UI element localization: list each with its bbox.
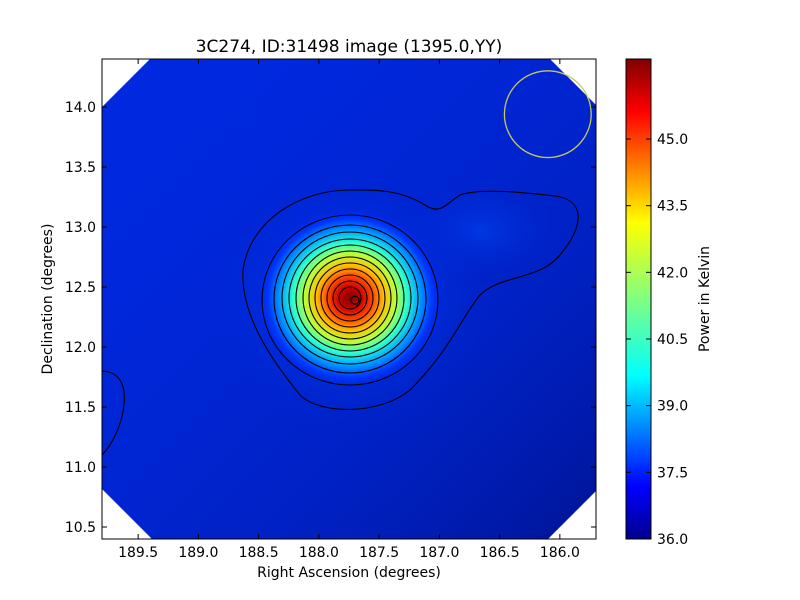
contour — [261, 214, 439, 386]
y-tick-label: 13.5 — [65, 160, 96, 176]
y-tick-label: 13.0 — [65, 220, 96, 236]
x-tick-label: 188.5 — [239, 545, 279, 561]
contour — [326, 274, 374, 322]
contour — [295, 244, 405, 352]
x-tick-label: 186.5 — [480, 545, 520, 561]
y-tick-label: 12.0 — [65, 340, 96, 356]
heatmap-image — [102, 59, 596, 539]
y-tick-label: 10.5 — [65, 520, 96, 536]
plot-frame — [101, 58, 597, 540]
x-tick-label: 187.5 — [359, 545, 399, 561]
colorbar-ticks: 36.0 37.5 39.0 40.5 42.0 43.5 45.0 — [626, 132, 688, 548]
colorbar-tick-label: 45.0 — [657, 132, 688, 148]
colorbar-tick-label: 40.5 — [657, 332, 688, 348]
contour — [332, 280, 368, 316]
colorbar — [625, 58, 652, 540]
contour — [320, 268, 380, 328]
y-tick-label: 11.5 — [65, 400, 96, 416]
colorbar-label: Power in Kelvin — [697, 246, 713, 352]
contour — [338, 286, 362, 310]
contour — [308, 256, 392, 340]
y-tick-label: 12.5 — [65, 280, 96, 296]
x-tick-label: 187.0 — [419, 545, 459, 561]
x-axis-ticks: 189.5 189.0 188.5 188.0 187.5 187.0 186.5 186.0 — [118, 59, 580, 561]
y-axis-label: Declination (degrees) — [40, 224, 56, 375]
x-tick-label: 188.0 — [299, 545, 339, 561]
chart-title: 3C274, ID:31498 image (1395.0,YY) — [196, 37, 503, 57]
x-tick-label: 189.0 — [178, 545, 218, 561]
colorbar-tick-label: 42.0 — [657, 265, 688, 281]
contour — [288, 238, 412, 358]
x-tick-label: 186.0 — [540, 545, 580, 561]
contour — [302, 250, 398, 346]
source-point — [350, 295, 360, 305]
beam-circle-outline — [503, 70, 592, 159]
colorbar-tick-label: 36.0 — [657, 532, 688, 548]
contour-outer — [242, 189, 579, 410]
colorbar-tick-label: 43.5 — [657, 199, 688, 215]
y-tick-label: 11.0 — [65, 460, 96, 476]
colorbar-tick-label: 37.5 — [657, 465, 688, 481]
contour-left-edge — [102, 370, 125, 456]
y-tick-label: 14.0 — [65, 100, 96, 116]
x-tick-label: 189.5 — [118, 545, 158, 561]
contour-lines — [102, 189, 579, 456]
colorbar-tick-label: 39.0 — [657, 399, 688, 415]
contour — [281, 231, 419, 365]
source-marker — [350, 295, 360, 305]
x-axis-label: Right Ascension (degrees) — [257, 565, 441, 581]
y-axis-ticks: 10.5 11.0 11.5 12.0 12.5 13.0 13.5 14.0 — [65, 100, 596, 536]
contour — [273, 224, 427, 374]
beam-circle — [503, 70, 592, 159]
contour — [314, 262, 386, 334]
